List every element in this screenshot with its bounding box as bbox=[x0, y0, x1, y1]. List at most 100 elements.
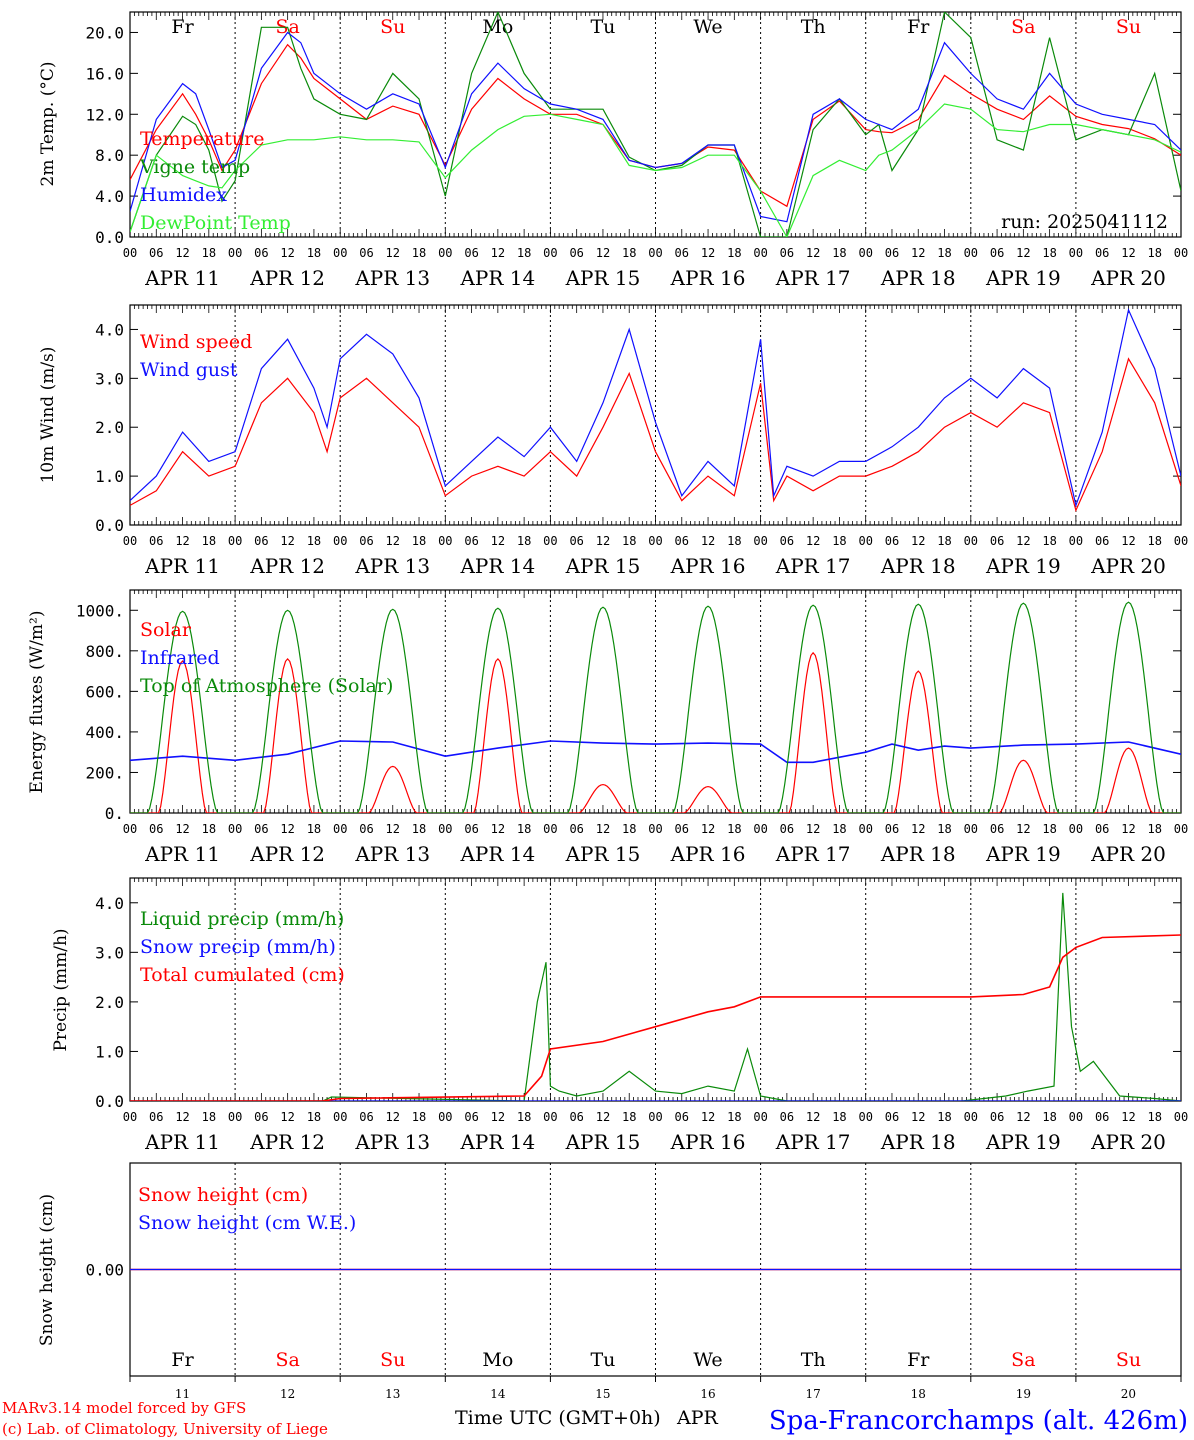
hour-label: 18 bbox=[412, 1110, 426, 1124]
day-name: We bbox=[693, 16, 722, 38]
hour-label: 18 bbox=[622, 246, 636, 260]
hour-label: 06 bbox=[149, 1110, 163, 1124]
hour-label: 18 bbox=[937, 822, 951, 836]
date-label: APR 13 bbox=[354, 266, 430, 290]
date-label: APR 16 bbox=[670, 554, 746, 578]
hour-label: 18 bbox=[307, 822, 321, 836]
hour-label: 12 bbox=[806, 1110, 820, 1124]
y-tick-label: 16.0 bbox=[85, 64, 124, 83]
hour-label: 12 bbox=[1121, 1110, 1135, 1124]
date-label: APR 12 bbox=[249, 266, 325, 290]
hour-label: 00 bbox=[964, 246, 978, 260]
day-name: Su bbox=[1116, 16, 1141, 38]
hour-label: 12 bbox=[1016, 534, 1030, 548]
hour-label: 06 bbox=[885, 1110, 899, 1124]
day-number: 11 bbox=[175, 1387, 190, 1401]
hour-label: 00 bbox=[333, 822, 347, 836]
hour-label: 06 bbox=[569, 246, 583, 260]
hour-label: 06 bbox=[359, 534, 373, 548]
hour-label: 12 bbox=[491, 246, 505, 260]
hour-label: 06 bbox=[885, 822, 899, 836]
hour-label: 18 bbox=[202, 534, 216, 548]
series-line-top-of-atmosphere-solar- bbox=[130, 601, 1181, 813]
date-label: APR 11 bbox=[144, 266, 220, 290]
y-tick-label: 0.0 bbox=[95, 1092, 124, 1111]
hour-label: 12 bbox=[911, 534, 925, 548]
hour-label: 18 bbox=[622, 822, 636, 836]
hour-label: 18 bbox=[727, 822, 741, 836]
hour-label: 12 bbox=[280, 246, 294, 260]
hour-label: 06 bbox=[675, 534, 689, 548]
hour-label: 06 bbox=[1095, 246, 1109, 260]
day-name: Th bbox=[801, 1349, 826, 1371]
series-line-vigne-temp bbox=[130, 12, 1181, 237]
legend-entry: Temperature bbox=[140, 128, 264, 150]
hour-label: 18 bbox=[517, 246, 531, 260]
y-axis-label: Energy fluxes (W/m²) bbox=[27, 611, 47, 794]
hour-label: 18 bbox=[1042, 822, 1056, 836]
hour-label: 12 bbox=[491, 1110, 505, 1124]
series-group bbox=[130, 12, 1181, 237]
hour-label: 12 bbox=[491, 534, 505, 548]
day-name: Sa bbox=[1011, 1349, 1035, 1371]
legend-entry: Snow height (cm) bbox=[138, 1184, 308, 1206]
hour-label: 00 bbox=[1174, 822, 1188, 836]
hour-label: 18 bbox=[307, 534, 321, 548]
hour-label: 00 bbox=[228, 534, 242, 548]
hour-label: 18 bbox=[622, 1110, 636, 1124]
hour-label: 06 bbox=[780, 534, 794, 548]
date-label: APR 17 bbox=[775, 266, 851, 290]
hour-label: 18 bbox=[412, 246, 426, 260]
panel-2: 0.0 1.0 2.0 3.0 4.0 10m Wind (m/s) 00 06 12 18 APR… bbox=[38, 304, 1188, 578]
y-axis-label: 2m Temp. (°C) bbox=[38, 61, 58, 186]
credit-line-1: MARv3.14 model forced by GFS bbox=[2, 1399, 246, 1417]
hour-label: 06 bbox=[675, 246, 689, 260]
hour-label: 12 bbox=[1121, 534, 1135, 548]
day-name: Su bbox=[1116, 1349, 1141, 1371]
series-line-total-cumulated-cm- bbox=[130, 934, 1181, 1101]
hour-label: 00 bbox=[753, 534, 767, 548]
date-label: APR 18 bbox=[880, 266, 956, 290]
date-label: APR 12 bbox=[249, 1130, 325, 1154]
hour-label: 12 bbox=[1016, 822, 1030, 836]
hour-label: 06 bbox=[464, 534, 478, 548]
hour-label: 18 bbox=[202, 822, 216, 836]
y-tick-label: 1.0 bbox=[95, 1042, 124, 1061]
day-name: Th bbox=[801, 16, 826, 38]
day-name: Fr bbox=[171, 1349, 194, 1371]
legend-entry: Top of Atmosphere (Solar) bbox=[140, 675, 393, 697]
hour-label: 00 bbox=[858, 1110, 872, 1124]
hour-label: 12 bbox=[806, 246, 820, 260]
series-group bbox=[130, 892, 1181, 1101]
y-tick-label: 0.0 bbox=[95, 228, 124, 247]
y-tick-label: 4.0 bbox=[95, 187, 124, 206]
day-name: Tu bbox=[590, 1349, 615, 1371]
hour-label: 18 bbox=[937, 534, 951, 548]
month-label: APR bbox=[676, 1407, 719, 1429]
hour-label: 06 bbox=[885, 246, 899, 260]
hour-label: 18 bbox=[412, 534, 426, 548]
date-label: APR 15 bbox=[565, 266, 641, 290]
y-tick-label: 800. bbox=[85, 642, 124, 661]
hour-label: 18 bbox=[727, 1110, 741, 1124]
hour-label: 06 bbox=[990, 1110, 1004, 1124]
hour-label: 06 bbox=[1095, 822, 1109, 836]
hour-label: 12 bbox=[175, 246, 189, 260]
panel-5: 0.00 Snow height (cm) Fr 11 Sa 12 Su 13 Mo 14 Tu 15… bbox=[37, 1162, 1182, 1401]
date-label: APR 17 bbox=[775, 554, 851, 578]
hour-label: 12 bbox=[701, 246, 715, 260]
hour-label: 06 bbox=[254, 534, 268, 548]
hour-label: 06 bbox=[569, 534, 583, 548]
hour-label: 00 bbox=[333, 246, 347, 260]
hour-label: 06 bbox=[1095, 1110, 1109, 1124]
hour-label: 00 bbox=[648, 822, 662, 836]
y-tick-label: 4.0 bbox=[95, 320, 124, 339]
y-tick-label: 2.0 bbox=[95, 993, 124, 1012]
run-annotation: run: 2025041112 bbox=[1001, 211, 1168, 233]
hour-label: 06 bbox=[780, 1110, 794, 1124]
hour-label: 00 bbox=[753, 246, 767, 260]
date-label: APR 13 bbox=[354, 1130, 430, 1154]
series-line-infrared bbox=[130, 740, 1181, 764]
date-label: APR 17 bbox=[775, 842, 851, 866]
